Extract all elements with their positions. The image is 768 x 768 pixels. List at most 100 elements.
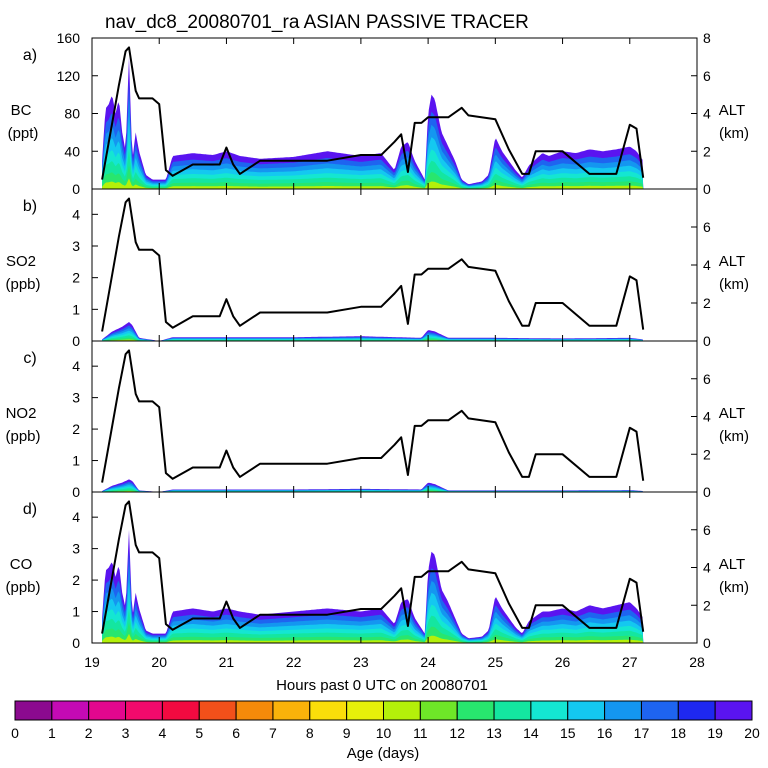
colorbar-tick-label: 13 [486,725,502,741]
panel-1: 0 40 80 120 160 0 2 4 6 8 a) BC (ppt) ALT (km) [8,30,749,197]
left-tick-label: 4 [72,206,80,222]
colorbar-tick-label: 2 [85,725,93,741]
tracer-area-layer-2 [102,550,644,643]
colorbar: 0 1 2 3 4 5 6 7 8 9 10 11 12 13 14 15 16 17 18 19 20 [11,700,760,741]
right-tick-label: 0 [703,181,711,197]
x-tick-label: 25 [488,654,504,670]
right-tick-label: 2 [703,295,711,311]
colorbar-tick-label: 14 [523,725,539,741]
right-tick-label: 6 [703,522,711,538]
alt-unit: (km) [719,428,749,445]
alt-label: ALT [719,102,745,119]
panel-letter: a) [23,47,37,64]
left-tick-label: 1 [72,604,80,620]
colorbar-tick-label: 3 [122,725,130,741]
colorbar-tick-label: 4 [159,725,167,741]
tracer-area-layer-3 [102,99,644,189]
species-unit: (ppb) [5,579,40,596]
left-tick-label: 2 [72,421,80,437]
tracer-area-layer-6 [102,335,644,341]
tracer-area-layer-4 [102,580,644,643]
colorbar-swatch [677,700,716,721]
colorbar-tick-label: 20 [744,725,760,741]
colorbar-tick-label: 12 [449,725,465,741]
alt-label: ALT [719,556,745,573]
x-tick-label: 27 [622,654,638,670]
colorbar-swatch [272,700,311,721]
left-tick-label: 1 [72,453,80,469]
alt-unit: (km) [719,276,749,293]
x-tick-label: 28 [689,654,705,670]
tracer-area-layer-1 [102,529,644,643]
right-tick-label: 2 [703,597,711,613]
colorbar-label: Age (days) [347,745,420,762]
x-tick-label: 26 [555,654,571,670]
panel-2: 0 1 2 3 4 0 2 4 6 b) SO2 (ppb) ALT (km) [5,188,749,349]
colorbar-tick-label: 7 [269,725,277,741]
colorbar-swatch [309,700,348,721]
panel-4: 0 1 2 3 4 0 2 4 6 d) CO (ppb) ALT (km) [5,491,749,651]
right-tick-label: 6 [703,371,711,387]
colorbar-tick-label: 6 [232,725,240,741]
colorbar-tick-label: 11 [413,725,428,741]
x-tick-label: 19 [84,654,100,670]
altitude-line [101,197,645,332]
right-tick-label: 0 [703,333,711,349]
colorbar-swatch [604,700,642,721]
left-tick-label: 4 [72,509,80,525]
right-tick-label: 4 [703,560,711,576]
right-tick-label: 6 [703,68,711,84]
species-unit: (ppt) [8,125,39,142]
altitude-line [101,349,645,483]
right-tick-label: 0 [703,635,711,651]
panel-frame [91,340,698,493]
left-tick-label: 2 [72,572,80,588]
right-tick-label: 2 [703,446,711,462]
colorbar-swatch [383,700,421,721]
tracer-area-layer-8 [102,178,644,189]
tracer-area-layer-1 [102,56,644,190]
colorbar-swatch [456,700,495,721]
colorbar-tick-label: 10 [376,725,392,741]
left-tick-label: 40 [64,143,80,159]
colorbar-swatch [14,700,53,721]
panel-letter: d) [23,501,37,518]
colorbar-tick-label: 0 [11,725,19,741]
colorbar-tick-label: 16 [597,725,613,741]
tracer-area-layer-8 [102,633,644,643]
right-tick-label: 4 [703,106,711,122]
colorbar-swatch [88,700,127,721]
colorbar-tick-label: 19 [707,725,723,741]
alt-unit: (km) [719,579,749,596]
left-tick-label: 3 [72,390,80,406]
colorbar-swatch [714,700,753,721]
tracer-area-layer-6 [102,149,644,189]
altitude-line [101,46,645,180]
colorbar-swatch [493,700,532,721]
colorbar-tick-label: 5 [195,725,203,741]
tracer-area-layer-7 [102,622,644,643]
panel-frame [91,188,698,342]
tracer-area-layer-5 [102,595,644,643]
colorbar-swatch [640,700,679,721]
right-tick-label: 0 [703,484,711,500]
left-tick-label: 0 [72,181,80,197]
colorbar-swatch [125,700,163,721]
left-tick-label: 2 [72,270,80,286]
x-tick-label: 24 [420,654,436,670]
colorbar-tick-label: 17 [634,725,650,741]
panel-letter: c) [23,350,36,367]
tracer-area-layer-6 [102,609,644,643]
species-label: BC [11,102,32,119]
species-unit: (ppb) [5,428,40,445]
x-tick-label: 21 [219,654,235,670]
left-tick-label: 1 [72,301,80,317]
panel-letter: b) [23,198,37,215]
tracer-area-layer-5 [102,133,644,189]
colorbar-swatch [346,700,384,721]
colorbar-tick-label: 15 [560,725,576,741]
colorbar-tick-label: 1 [48,725,56,741]
colorbar-swatch [51,700,90,721]
species-label: NO2 [6,405,37,422]
